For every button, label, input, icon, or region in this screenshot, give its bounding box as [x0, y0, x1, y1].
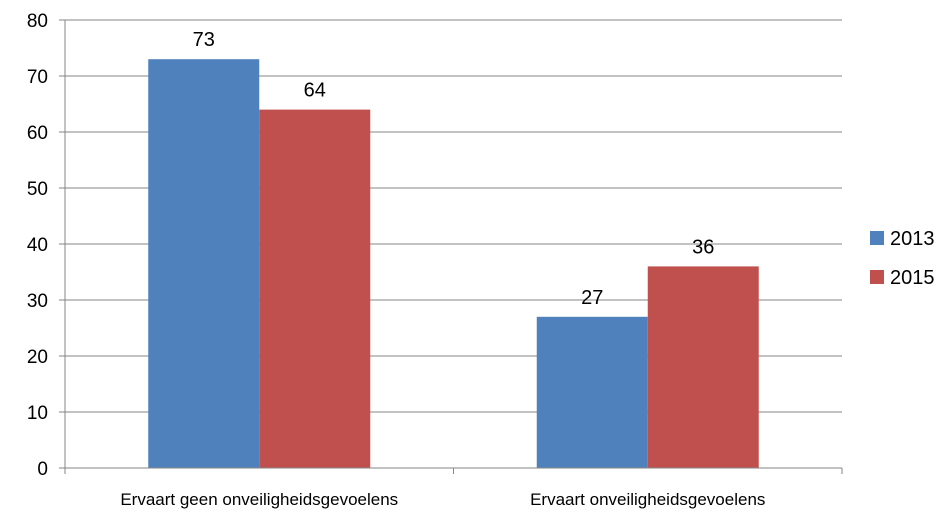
x-category-label: Ervaart onveiligheidsgevoelens: [530, 490, 765, 509]
y-tick-label: 0: [37, 459, 48, 480]
data-labels: 73 64 27 36: [193, 29, 715, 309]
data-label: 73: [193, 29, 215, 51]
legend-label: 2015: [890, 267, 935, 289]
y-tick-label: 80: [27, 11, 48, 32]
bar-2015-0: [259, 109, 371, 468]
y-tick-label: 30: [27, 291, 48, 312]
y-tick-label: 50: [27, 179, 48, 200]
y-tick-label: 60: [27, 123, 48, 144]
bar-2013-1: [536, 316, 648, 468]
bars: [148, 59, 759, 468]
x-category-label: Ervaart geen onveiligheidsgevoelens: [120, 490, 398, 509]
axes: 0 10 20 30 40 50 60 70 80 Ervaart geen onveilighe…: [27, 11, 843, 509]
data-label: 64: [304, 80, 326, 102]
y-tick-label: 10: [27, 403, 48, 424]
legend: 2013 2015: [870, 228, 935, 289]
data-label: 27: [581, 287, 603, 309]
legend-swatch-2013: [870, 231, 884, 245]
legend-label: 2013: [890, 228, 935, 250]
legend-swatch-2015: [870, 270, 884, 284]
bar-2013-0: [148, 59, 260, 468]
data-label: 36: [692, 236, 714, 258]
y-tick-label: 40: [27, 235, 48, 256]
y-tick-label: 70: [27, 67, 48, 88]
y-tick-label: 20: [27, 347, 48, 368]
bar-2015-1: [647, 266, 759, 468]
